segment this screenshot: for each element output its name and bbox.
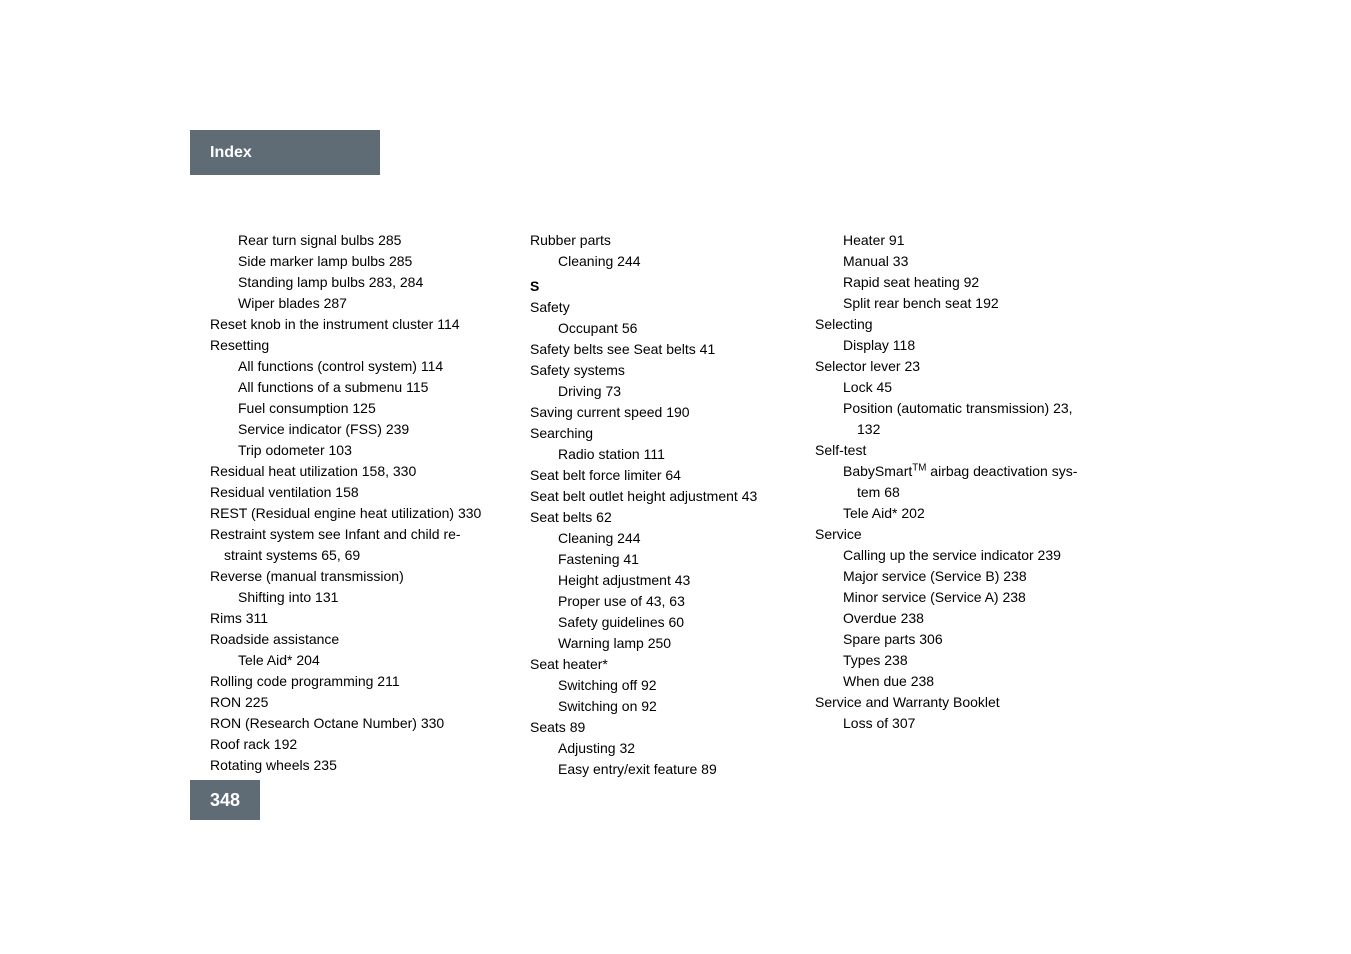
index-entry: Driving 73 [530, 381, 805, 402]
index-entry: Radio station 111 [530, 444, 805, 465]
index-entry: Rubber parts [530, 230, 805, 251]
index-entry: Rims 311 [210, 608, 520, 629]
index-entry: Restraint system see Infant and child re… [210, 524, 520, 545]
index-entry: Seat heater* [530, 654, 805, 675]
index-entry: Trip odometer 103 [210, 440, 520, 461]
index-entry: Service [815, 524, 1115, 545]
index-entry: RON (Research Octane Number) 330 [210, 713, 520, 734]
index-content: Rear turn signal bulbs 285 Side marker l… [210, 230, 1115, 780]
index-entry: BabySmartTM airbag deactivation sys- [815, 461, 1115, 482]
index-entry: Rotating wheels 235 [210, 755, 520, 776]
page-number: 348 [210, 790, 240, 811]
index-entry: Cleaning 244 [530, 251, 805, 272]
index-entry: Heater 91 [815, 230, 1115, 251]
index-entry: Calling up the service indicator 239 [815, 545, 1115, 566]
header-bar: Index [190, 130, 380, 175]
index-entry: Selector lever 23 [815, 356, 1115, 377]
index-entry: Selecting [815, 314, 1115, 335]
index-entry: Residual heat utilization 158, 330 [210, 461, 520, 482]
header-label: Index [210, 144, 252, 162]
index-entry: Wiper blades 287 [210, 293, 520, 314]
index-entry: Major service (Service B) 238 [815, 566, 1115, 587]
index-entry: RON 225 [210, 692, 520, 713]
index-entry: Warning lamp 250 [530, 633, 805, 654]
column-2: Rubber parts Cleaning 244 S Safety Occup… [530, 230, 805, 780]
index-entry: Seat belt outlet height adjustment 43 [530, 486, 805, 507]
index-entry: 132 [815, 419, 1115, 440]
index-entry: Types 238 [815, 650, 1115, 671]
index-entry: Safety guidelines 60 [530, 612, 805, 633]
index-entry: Spare parts 306 [815, 629, 1115, 650]
index-entry: Loss of 307 [815, 713, 1115, 734]
index-entry: Safety [530, 297, 805, 318]
index-entry: Seats 89 [530, 717, 805, 738]
index-entry: Safety systems [530, 360, 805, 381]
index-entry: Occupant 56 [530, 318, 805, 339]
index-entry: Switching on 92 [530, 696, 805, 717]
index-entry: Proper use of 43, 63 [530, 591, 805, 612]
index-entry: Roadside assistance [210, 629, 520, 650]
index-entry: Rapid seat heating 92 [815, 272, 1115, 293]
index-entry: REST (Residual engine heat utilization) … [210, 503, 520, 524]
index-entry: Residual ventilation 158 [210, 482, 520, 503]
index-entry: Easy entry/exit feature 89 [530, 759, 805, 780]
index-entry: When due 238 [815, 671, 1115, 692]
index-entry: Lock 45 [815, 377, 1115, 398]
index-text: BabySmart [843, 463, 912, 479]
index-entry: Minor service (Service A) 238 [815, 587, 1115, 608]
index-entry: Self-test [815, 440, 1115, 461]
index-entry: Seat belt force limiter 64 [530, 465, 805, 486]
page-number-box: 348 [190, 780, 260, 820]
index-entry: Rear turn signal bulbs 285 [210, 230, 520, 251]
index-entry: Cleaning 244 [530, 528, 805, 549]
index-entry: Reverse (manual transmission) [210, 566, 520, 587]
index-entry: Resetting [210, 335, 520, 356]
section-letter-s: S [530, 276, 805, 297]
index-entry: Searching [530, 423, 805, 444]
index-entry: Reset knob in the instrument cluster 114 [210, 314, 520, 335]
index-entry: Roof rack 192 [210, 734, 520, 755]
index-entry: Standing lamp bulbs 283, 284 [210, 272, 520, 293]
index-entry: straint systems 65, 69 [210, 545, 520, 566]
index-entry: Manual 33 [815, 251, 1115, 272]
column-1: Rear turn signal bulbs 285 Side marker l… [210, 230, 520, 780]
index-entry: Split rear bench seat 192 [815, 293, 1115, 314]
index-entry: All functions (control system) 114 [210, 356, 520, 377]
column-3: Heater 91 Manual 33 Rapid seat heating 9… [815, 230, 1115, 780]
index-entry: Tele Aid* 204 [210, 650, 520, 671]
index-entry: Service indicator (FSS) 239 [210, 419, 520, 440]
index-entry: Rolling code programming 211 [210, 671, 520, 692]
index-entry: tem 68 [815, 482, 1115, 503]
index-entry: Position (automatic transmission) 23, [815, 398, 1115, 419]
index-entry: Adjusting 32 [530, 738, 805, 759]
index-entry: All functions of a submenu 115 [210, 377, 520, 398]
index-entry: Saving current speed 190 [530, 402, 805, 423]
index-entry: Switching off 92 [530, 675, 805, 696]
index-entry: Safety belts see Seat belts 41 [530, 339, 805, 360]
index-entry: Overdue 238 [815, 608, 1115, 629]
index-entry: Side marker lamp bulbs 285 [210, 251, 520, 272]
index-entry: Display 118 [815, 335, 1115, 356]
index-entry: Service and Warranty Booklet [815, 692, 1115, 713]
index-entry: Fuel consumption 125 [210, 398, 520, 419]
index-entry: Tele Aid* 202 [815, 503, 1115, 524]
index-entry: Fastening 41 [530, 549, 805, 570]
index-entry: Shifting into 131 [210, 587, 520, 608]
trademark-sup: TM [912, 462, 926, 473]
index-text: airbag deactivation sys- [926, 463, 1077, 479]
index-entry: Height adjustment 43 [530, 570, 805, 591]
index-entry: Seat belts 62 [530, 507, 805, 528]
